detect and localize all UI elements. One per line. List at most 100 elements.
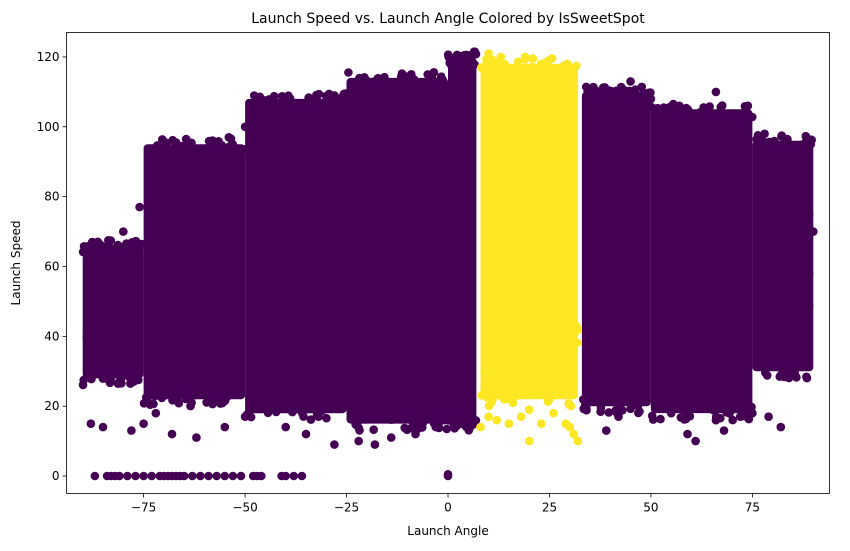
data-point [614, 403, 623, 413]
data-point [545, 394, 554, 404]
data-point [521, 325, 530, 335]
data-point [617, 88, 626, 98]
data-point [94, 314, 104, 324]
data-point [224, 133, 234, 142]
data-point [683, 105, 693, 114]
data-point [123, 471, 132, 481]
data-point [159, 185, 169, 194]
data-point [665, 102, 674, 112]
data-point [524, 405, 534, 415]
data-point [650, 401, 660, 410]
data-point [84, 241, 93, 251]
data-point [614, 412, 623, 422]
data-point [113, 240, 123, 250]
data-point [470, 60, 479, 69]
data-point [93, 237, 103, 247]
series-not_sweet_spot [78, 47, 818, 481]
data-point [537, 59, 546, 69]
point-cloud-not_sweet_spot [82, 245, 144, 379]
data-point [582, 403, 591, 413]
data-point [506, 332, 515, 342]
data-point [204, 136, 214, 146]
data-point [683, 429, 692, 439]
data-point [259, 95, 268, 105]
data-point [504, 419, 514, 429]
data-point [323, 93, 332, 103]
data-point [553, 330, 562, 339]
y-tick-label: 60 [44, 259, 59, 273]
data-point [762, 371, 772, 380]
data-point [418, 423, 427, 432]
data-point [261, 401, 270, 411]
data-point [301, 98, 311, 107]
data-point [119, 227, 128, 236]
data-point [133, 246, 142, 256]
data-point [757, 360, 766, 369]
data-point [257, 471, 266, 481]
data-point [596, 403, 606, 413]
data-point [304, 404, 313, 414]
data-point [98, 422, 108, 432]
data-point [436, 80, 446, 89]
data-point [717, 101, 727, 110]
x-tick-label: 0 [444, 501, 452, 515]
data-point [179, 471, 189, 481]
data-point [301, 429, 311, 439]
data-point [573, 436, 583, 446]
data-point [646, 88, 655, 97]
data-point [647, 411, 657, 421]
data-point [497, 333, 507, 343]
y-tick-label: 0 [52, 469, 60, 483]
point-cloud-not_sweet_spot [448, 56, 477, 424]
data-point [222, 392, 232, 402]
data-point [484, 401, 494, 411]
data-point [549, 408, 558, 418]
point-cloud-not_sweet_spot [245, 98, 347, 414]
data-point [312, 407, 321, 416]
data-point [604, 408, 614, 417]
data-point [458, 410, 467, 420]
data-point [134, 375, 143, 385]
data-point [557, 380, 566, 390]
x-axis-label: Launch Angle [407, 524, 488, 538]
y-axis: 0 20 40 60 80 100 120 [37, 50, 67, 483]
data-point [208, 143, 217, 153]
y-axis-label: Launch Speed [9, 221, 23, 306]
data-point [168, 135, 177, 145]
data-point [544, 57, 553, 66]
data-point [339, 91, 349, 101]
data-point [800, 346, 810, 355]
points-layer [78, 47, 818, 481]
data-point [616, 94, 626, 104]
data-point [415, 416, 425, 426]
data-point [167, 429, 177, 439]
data-point [672, 108, 681, 118]
data-point [500, 59, 510, 69]
data-point [804, 209, 814, 219]
y-tick-label: 20 [44, 399, 59, 413]
data-point [607, 95, 616, 105]
data-point [443, 50, 453, 59]
data-point [565, 422, 575, 432]
data-point [139, 419, 148, 429]
data-point [592, 92, 602, 101]
data-point [115, 471, 124, 481]
data-point [708, 402, 717, 412]
data-point [637, 82, 647, 92]
data-point [719, 426, 729, 435]
data-point [800, 255, 810, 264]
data-point [90, 262, 100, 271]
data-point [560, 320, 570, 330]
data-point [720, 113, 729, 122]
data-point [330, 440, 339, 449]
data-point [395, 77, 404, 86]
data-point [482, 384, 492, 394]
data-point [204, 471, 213, 481]
data-point [158, 135, 167, 144]
data-point [151, 408, 161, 418]
data-point [760, 129, 769, 139]
data-point [192, 433, 201, 442]
data-point [220, 422, 230, 432]
data-point [790, 362, 799, 372]
